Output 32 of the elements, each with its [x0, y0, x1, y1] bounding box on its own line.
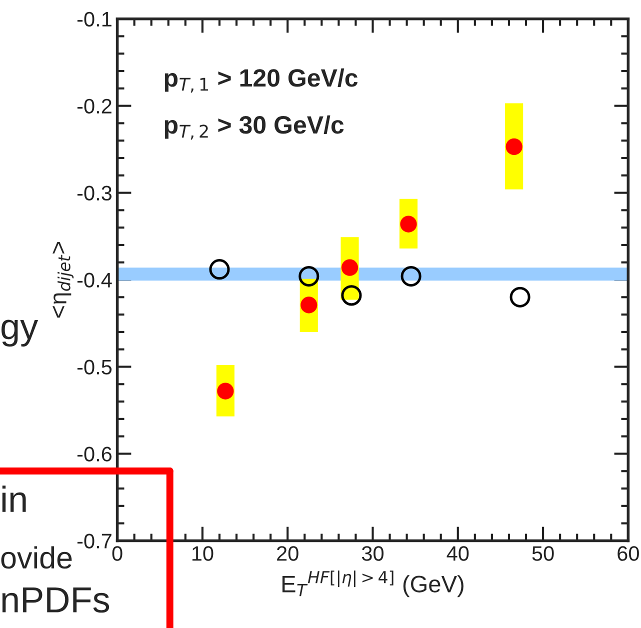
annotation: p$_{T,2}$ > 30 GeV/c: [164, 115, 344, 140]
annotation: p$_{T,1}$ > 120 GeV/c: [164, 68, 358, 93]
text: gy: [2, 320, 38, 347]
x-tick-label: 0: [112, 546, 122, 561]
y-tick-label: -0.3: [77, 186, 112, 201]
y-tick-label: -0.4: [77, 272, 112, 288]
point: [341, 259, 358, 276]
point: [400, 266, 422, 287]
point: [209, 259, 230, 280]
point: [341, 285, 362, 306]
x-tick-label: 20: [277, 546, 298, 561]
x-tick-label: 30: [362, 546, 384, 561]
y-tick-label: -0.6: [77, 446, 112, 462]
point: [300, 296, 318, 314]
point: [298, 266, 320, 287]
x-tick-label: 40: [446, 546, 469, 561]
text: nPDFs: [2, 587, 110, 613]
y-tick-label: -0.2: [77, 98, 112, 114]
text: ovide: [1, 546, 72, 569]
y-tick-label: -0.7: [77, 534, 112, 548]
x-tick-label: 10: [192, 546, 214, 561]
x-axis-title: E$_{T}$$^{HF[|η|>4]}$ (GeV): [282, 570, 464, 598]
point: [400, 216, 417, 232]
y-tick-label: -0.1: [77, 12, 112, 27]
x-tick-label: 60: [618, 546, 639, 561]
y-axis-title: <η$_{dijet}$>: [52, 242, 74, 318]
point: [510, 286, 530, 308]
y-tick-label: -0.5: [77, 360, 112, 375]
point: [506, 138, 522, 156]
x-tick-label: 50: [532, 546, 554, 561]
text: in: [2, 486, 26, 512]
point: [217, 382, 234, 400]
